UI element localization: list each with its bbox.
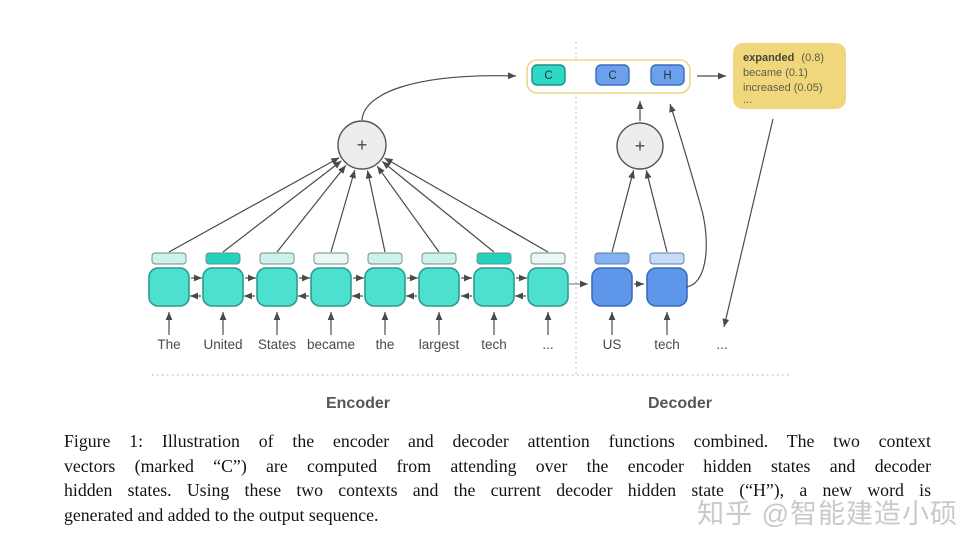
decoder-word: tech	[654, 337, 680, 352]
plus-icon: +	[635, 136, 646, 156]
plus-icon: +	[357, 135, 368, 155]
attention-line	[376, 165, 440, 253]
encoder-word: The	[157, 337, 180, 352]
encoder-hidden-state	[473, 267, 515, 307]
feedback-to-output-sequence-arrow	[722, 118, 774, 328]
decoder-context-label: C	[608, 70, 616, 82]
encoder-word: largest	[419, 337, 460, 352]
decoder-hidden-state-box	[650, 64, 685, 86]
attention-weight-bar	[259, 252, 295, 265]
attention-line	[365, 170, 386, 253]
prediction-more-line: ...	[743, 94, 752, 106]
encoder-context-label: C	[544, 70, 552, 82]
attention-weight-bar	[205, 252, 241, 265]
encoder-context-arrow	[361, 72, 517, 121]
hidden-state-label: H	[663, 70, 671, 82]
attention-line	[276, 165, 347, 253]
attention-line	[168, 157, 340, 253]
predicted-word-prob: (0.8)	[801, 52, 824, 64]
encoder-hidden-state	[364, 267, 406, 307]
encoder-word: became	[307, 337, 355, 352]
encoder-word: States	[258, 337, 297, 352]
encoder-word: United	[203, 337, 242, 352]
encoder-hidden-state	[202, 267, 244, 307]
decoder-context-vector-box	[595, 64, 630, 86]
encoder-attention-sum-node	[337, 120, 387, 170]
encoder-hidden-state	[256, 267, 298, 307]
encoder-hidden-state	[527, 267, 569, 307]
attention-weight-bar	[594, 252, 630, 265]
decoder-hidden-state	[591, 267, 633, 307]
word-prediction-box	[733, 43, 846, 109]
decoder-attention-sum-node	[616, 122, 664, 170]
decoder-word: US	[603, 337, 622, 352]
encoder-section-label: Encoder	[326, 395, 390, 412]
encoder-word: the	[376, 337, 395, 352]
caption-line: generated and added to the output sequen…	[64, 504, 379, 525]
decoder-word: ...	[716, 337, 727, 352]
attention-line	[384, 157, 549, 253]
predicted-word: expanded	[743, 52, 794, 64]
attention-weight-bar	[151, 252, 187, 265]
caption-line: Figure 1: Illustration of the encoder an…	[64, 431, 931, 451]
caption-line: hidden states. Using these two contexts …	[64, 480, 931, 501]
encoder-context-vector-box	[531, 64, 566, 86]
prediction-top-line: expanded (0.8)	[743, 52, 824, 64]
hidden-state-to-h-arrow	[669, 103, 707, 288]
attention-line	[222, 160, 342, 253]
attention-weight-bar	[476, 252, 512, 265]
attention-weight-bar	[367, 252, 403, 265]
attention-line	[381, 160, 495, 253]
encoder-group: The United States became the largest tech...	[148, 157, 569, 352]
encoder-hidden-state	[148, 267, 190, 307]
encoder-hidden-state	[310, 267, 352, 307]
attention-weight-bar	[530, 252, 566, 265]
attention-weight-bar	[421, 252, 457, 265]
encoder-hidden-state	[418, 267, 460, 307]
zhihu-watermark: 知乎 @智能建造小硕	[697, 499, 958, 529]
decoder-hidden-state	[646, 267, 688, 307]
encoder-word: ...	[542, 337, 553, 352]
attention-weight-bar	[313, 252, 349, 265]
decoder-group: US tech...	[591, 170, 728, 352]
caption-line: vectors (marked “C”) are computed from a…	[64, 455, 931, 476]
encoder-word: tech	[481, 337, 507, 352]
attention-line	[611, 170, 635, 253]
attention-line	[330, 169, 356, 253]
figure-diagram: The United States became the largest tech... U…	[148, 42, 846, 412]
prediction-alt-line: became (0.1)	[743, 67, 808, 79]
figure-caption: Figure 1: Illustration of the encoder an…	[64, 429, 931, 527]
prediction-alt-line: increased (0.05)	[743, 82, 823, 94]
attention-weight-bar	[649, 252, 685, 265]
attention-line	[644, 170, 668, 253]
decoder-section-label: Decoder	[648, 395, 712, 412]
